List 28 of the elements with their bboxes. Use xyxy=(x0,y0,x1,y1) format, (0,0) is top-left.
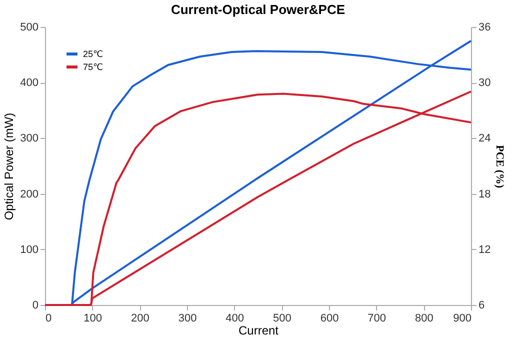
x-tick-label: 300 xyxy=(178,312,197,324)
y-tick-label: 500 xyxy=(20,22,38,34)
y2-tick-label: 36 xyxy=(478,22,491,34)
y-axis-title: Optical Power (mW) xyxy=(2,112,16,220)
x-tick-label: 400 xyxy=(226,312,244,324)
y-tick-label: 400 xyxy=(20,77,38,90)
y-tick-label: 300 xyxy=(20,132,38,145)
x-tick-label: 700 xyxy=(368,312,386,324)
y-tick-label: 100 xyxy=(20,244,38,256)
y2-tick-label: 12 xyxy=(478,244,491,256)
legend-label: 75℃ xyxy=(83,62,104,72)
y-tick-label: 0 xyxy=(32,300,38,312)
x-tick-label: 800 xyxy=(414,312,434,324)
y2-tick-label: 6 xyxy=(478,300,485,312)
y2-tick-label: 24 xyxy=(478,132,491,145)
y2-tick-label: 18 xyxy=(478,188,491,200)
y2-axis-title: PCE (%) xyxy=(494,144,506,188)
x-tick-label: 200 xyxy=(130,312,150,324)
x-axis-title: Current xyxy=(238,324,280,338)
y-tick-label: 200 xyxy=(20,188,38,200)
x-tick-label: 500 xyxy=(272,312,292,324)
x-tick-label: 900 xyxy=(453,312,472,324)
legend-label: 25℃ xyxy=(83,49,104,59)
x-tick-label: 600 xyxy=(320,312,339,324)
x-tick-label: 0 xyxy=(46,312,52,324)
y2-tick-label: 30 xyxy=(478,77,491,90)
chart-title: Current-Optical Power&PCE xyxy=(170,2,346,17)
x-tick-label: 100 xyxy=(84,312,102,324)
